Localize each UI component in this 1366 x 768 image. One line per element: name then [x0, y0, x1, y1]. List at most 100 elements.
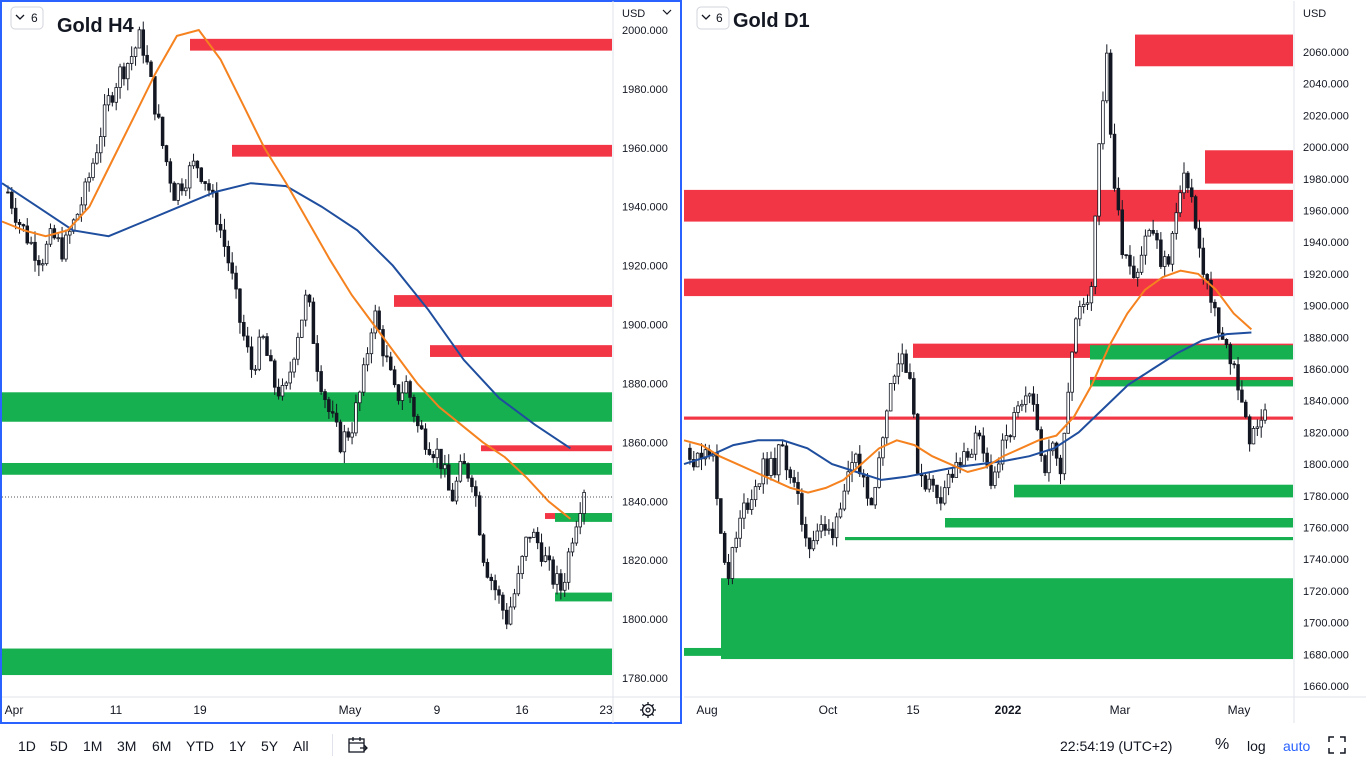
candle-body [1240, 389, 1244, 403]
candle-body [342, 431, 347, 453]
candle-body [133, 47, 138, 57]
candle-body [443, 464, 447, 470]
range-1y-button[interactable]: 1Y [229, 738, 247, 754]
candle-body [692, 459, 696, 468]
candle-body [68, 230, 72, 236]
range-all-button[interactable]: All [293, 738, 309, 754]
candle-body [184, 187, 188, 192]
candle-body [904, 353, 908, 373]
candle-body [1224, 338, 1229, 345]
candle-body [1155, 232, 1159, 241]
candle-body [253, 368, 258, 371]
candle-body [726, 562, 731, 579]
candle-body [385, 355, 389, 358]
candle-body [1174, 212, 1179, 234]
candle-body [811, 540, 816, 550]
candle-body [923, 475, 928, 490]
candle-body [416, 415, 420, 427]
percent-scale-toggle[interactable]: % [1215, 736, 1230, 753]
candle-body [1159, 239, 1163, 267]
candle-body [719, 498, 723, 534]
range-1d-button[interactable]: 1D [18, 738, 36, 754]
clock-readout[interactable]: 22:54:19 (UTC+2) [1060, 738, 1173, 754]
candle-body [311, 301, 316, 344]
price-tick-label: 1880.000 [1303, 332, 1349, 344]
calendar-goto-icon[interactable] [348, 736, 368, 754]
range-6m-button[interactable]: 6M [152, 738, 172, 754]
candle-body [1081, 303, 1086, 307]
candle-body [33, 241, 37, 261]
candle-body [91, 162, 95, 178]
right-chart-panel[interactable]: 2060.000 2040.000 2020.000 2000.000 1980.000… [683, 1, 1366, 723]
right-interval-dropdown[interactable]: 6 [696, 6, 730, 30]
demand-zone [1090, 345, 1293, 360]
range-3m-button[interactable]: 3M [117, 738, 137, 754]
price-tick-label: 2000.000 [1303, 142, 1349, 154]
left-price-axis[interactable]: 2000.000 1980.000 1960.000 1940.000 1920.000… [622, 25, 668, 685]
candle-body [1047, 450, 1051, 474]
left-interval-dropdown[interactable]: 6 [10, 6, 44, 30]
candle-body [977, 432, 982, 437]
candle-body [1147, 229, 1152, 237]
candle-body [242, 321, 246, 337]
auto-scale-toggle[interactable]: auto [1283, 738, 1311, 754]
toolbar-divider [332, 734, 333, 756]
candle-body [288, 371, 292, 384]
candle-body [1085, 302, 1090, 305]
candle-body [160, 116, 165, 146]
candle-body [730, 547, 735, 579]
candle-body [1247, 416, 1252, 445]
chevron-down-icon [701, 14, 711, 20]
price-tick-label: 1980.000 [1303, 174, 1349, 186]
price-tick-label: 1920.000 [1303, 269, 1349, 281]
candle-body [703, 449, 708, 460]
candle-body [83, 181, 88, 206]
candle-body [555, 573, 559, 585]
price-tick-label: 1760.000 [1303, 523, 1349, 535]
left-currency-label: USD [622, 8, 645, 20]
left-time-axis[interactable]: Apr 11 19 May 9 16 23 [5, 703, 613, 717]
candle-body [543, 555, 548, 562]
right-price-axis[interactable]: 2060.000 2040.000 2020.000 2000.000 1980.000… [1303, 47, 1349, 693]
candle-body [129, 56, 134, 64]
price-tick-label: 1680.000 [1303, 649, 1349, 661]
range-1m-button[interactable]: 1M [83, 738, 103, 754]
log-scale-toggle[interactable]: log [1247, 738, 1266, 754]
left-chart-panel[interactable]: 2000.000 1980.000 1960.000 1940.000 1920.000… [0, 0, 682, 724]
candle-body [966, 451, 970, 458]
candle-body [346, 431, 350, 438]
right-time-axis[interactable]: Aug Oct 15 2022 Mar May [696, 703, 1250, 717]
gear-icon[interactable] [640, 702, 656, 718]
candle-body [1251, 428, 1256, 445]
range-5y-button[interactable]: 5Y [261, 738, 279, 754]
candle-body [315, 343, 320, 372]
price-tick-label: 1900.000 [622, 320, 668, 332]
candle-body [1023, 395, 1028, 405]
price-tick-label: 2060.000 [1303, 47, 1349, 59]
candle-body [1008, 435, 1013, 438]
price-tick-label: 1780.000 [622, 673, 668, 685]
left-currency-chevron-icon[interactable] [662, 9, 672, 15]
demand-zone [2, 392, 612, 422]
range-ytd-button[interactable]: YTD [186, 738, 214, 754]
left-zones [2, 38, 612, 676]
candle-body [1205, 273, 1209, 281]
candle-body [118, 66, 122, 88]
candle-body [300, 319, 304, 338]
candle-body [722, 532, 727, 563]
candle-body [230, 262, 234, 274]
candle-body [180, 183, 184, 192]
candle-body [1132, 265, 1136, 278]
candle-body [796, 481, 800, 494]
supply-zone [1135, 34, 1293, 67]
right-zones [684, 34, 1293, 660]
demand-zone [721, 578, 1293, 660]
candle-body [547, 555, 552, 561]
supply-zone [684, 189, 1293, 222]
candle-body [408, 381, 412, 398]
candle-body [280, 385, 285, 397]
fullscreen-icon[interactable] [1328, 736, 1346, 754]
chevron-down-icon [15, 14, 25, 20]
range-5d-button[interactable]: 5D [50, 738, 68, 754]
candle-body [156, 113, 161, 118]
